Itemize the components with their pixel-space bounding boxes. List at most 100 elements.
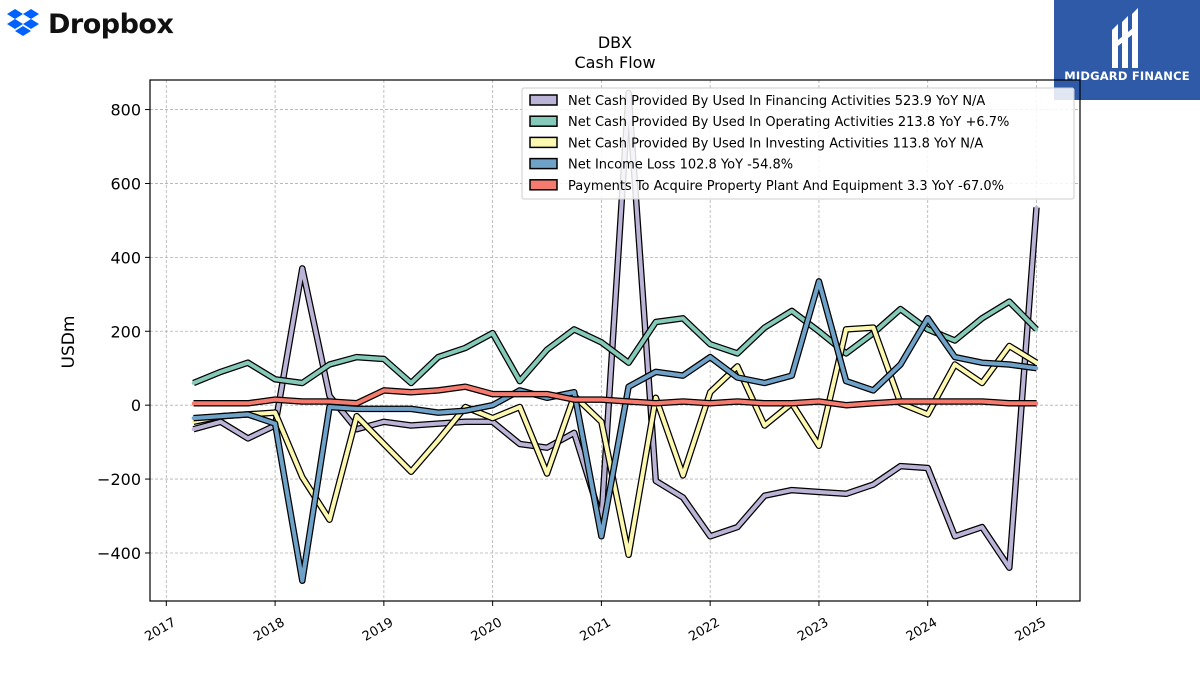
data-point: [218, 401, 223, 406]
series-line: [193, 279, 1037, 583]
data-point: [898, 399, 903, 404]
y-tick-label: −200: [97, 470, 141, 489]
data-point: [300, 578, 305, 583]
data-point: [518, 379, 522, 383]
data-point: [273, 377, 277, 382]
data-point: [681, 316, 685, 321]
data-point: [354, 414, 359, 419]
data-point: [246, 401, 250, 406]
data-point: [817, 329, 821, 334]
midgard-logo-icon: [1112, 8, 1138, 68]
data-point: [1007, 299, 1012, 304]
x-tick-label: 2025: [1013, 615, 1049, 645]
brand-name: Dropbox: [48, 8, 174, 40]
series-net-cash-provided-by-used-in-operating-activities: [191, 298, 1039, 387]
data-point: [382, 420, 386, 424]
data-point: [980, 360, 984, 365]
data-point: [980, 525, 984, 529]
data-point: [382, 388, 386, 393]
data-point: [218, 370, 223, 374]
data-point: [762, 381, 767, 385]
data-point: [463, 408, 468, 413]
data-point: [191, 401, 196, 406]
series-payments-to-acquire-property-plant-and-equipment: [191, 383, 1039, 409]
legend-swatch: [529, 179, 558, 191]
data-point: [790, 373, 794, 378]
data-point: [273, 421, 277, 426]
data-point: [327, 399, 332, 404]
data-point: [681, 373, 685, 378]
data-point: [953, 534, 957, 539]
midgard-finance-badge: MIDGARD FINANCE: [1054, 0, 1200, 100]
data-point: [817, 490, 821, 494]
legend-label: Net Income Loss 102.8 YoY -54.8%: [568, 158, 793, 173]
data-point: [1034, 327, 1039, 332]
data-point: [545, 445, 549, 450]
data-point: [980, 399, 984, 404]
data-point: [817, 279, 821, 284]
data-point: [735, 399, 740, 404]
data-point: [708, 401, 712, 406]
data-point: [382, 407, 386, 411]
data-point: [654, 320, 658, 324]
data-point: [626, 399, 631, 404]
data-point: [925, 316, 930, 321]
data-point: [327, 362, 332, 367]
data-point: [300, 381, 305, 385]
data-point: [626, 360, 631, 365]
data-point: [518, 442, 522, 446]
data-point: [545, 347, 549, 352]
legend-label: Payments To Acquire Property Plant And E…: [568, 179, 1004, 194]
data-point: [572, 390, 576, 395]
legend-box: [521, 87, 1075, 200]
data-point: [463, 346, 468, 350]
data-point: [518, 405, 522, 409]
data-point: [735, 375, 740, 380]
data-point: [191, 427, 196, 432]
data-point: [327, 394, 332, 398]
y-axis-label: USDm: [59, 316, 79, 369]
y-tick-label: 800: [110, 101, 141, 120]
data-point: [790, 401, 794, 406]
data-point: [409, 407, 413, 411]
data-point: [844, 327, 848, 332]
data-point: [790, 488, 794, 492]
data-point: [354, 401, 359, 406]
chart-subtitle: Cash Flow: [574, 53, 655, 72]
data-point: [1034, 366, 1039, 371]
legend-swatch: [529, 94, 558, 106]
series-line: [193, 325, 1038, 557]
legend-label: Net Cash Provided By Used In Financing A…: [568, 94, 985, 109]
dropbox-logo-icon: [7, 9, 39, 36]
y-tick-label: 400: [110, 248, 141, 267]
data-point: [953, 355, 957, 359]
data-point: [354, 407, 359, 411]
data-point: [626, 553, 631, 557]
legend-swatch: [529, 157, 558, 170]
x-tick-label: 2022: [686, 615, 722, 645]
data-point: [871, 401, 876, 406]
data-point: [436, 438, 441, 443]
data-point: [599, 340, 604, 345]
data-point: [572, 397, 576, 402]
data-point: [762, 401, 767, 406]
data-point: [871, 325, 876, 330]
data-point: [273, 397, 277, 402]
data-point: [953, 399, 957, 404]
x-tick-label: 2024: [904, 615, 940, 645]
data-point: [735, 525, 740, 529]
data-point: [409, 469, 413, 474]
data-point: [218, 414, 223, 419]
data-point: [1007, 565, 1012, 570]
data-point: [246, 436, 250, 441]
data-point: [273, 410, 277, 415]
data-point: [1034, 360, 1039, 365]
data-point: [409, 423, 413, 428]
data-point: [599, 534, 604, 539]
data-point: [463, 384, 468, 389]
data-point: [490, 392, 495, 396]
legend-swatch: [529, 115, 558, 127]
data-point: [191, 416, 196, 420]
data-point: [654, 401, 658, 406]
data-point: [436, 421, 441, 426]
